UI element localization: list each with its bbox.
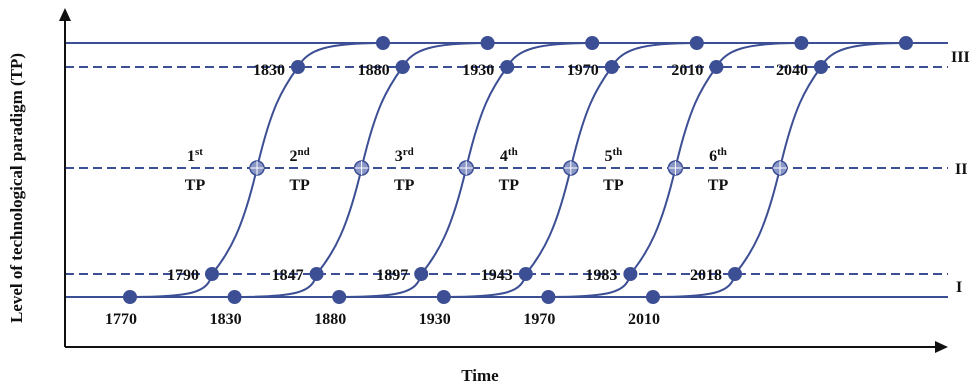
top-point-4 xyxy=(689,36,704,50)
high-year-label-1: 1830 xyxy=(253,62,285,79)
paradigm-ordinal-suffix-3: rd xyxy=(403,146,414,158)
low-year-label-6: 2018 xyxy=(690,267,722,284)
x-axis-title: Time xyxy=(461,366,499,385)
low-year-label-5: 1983 xyxy=(585,267,617,284)
low-point-2 xyxy=(309,267,324,281)
level-label-ii: II xyxy=(955,161,967,178)
paradigm-tp-label-3: TP xyxy=(394,177,415,194)
low-year-label-3: 1897 xyxy=(376,267,408,284)
midpoint-marker-6 xyxy=(772,160,788,176)
paradigm-tp-label-4: TP xyxy=(499,177,520,194)
midpoint-marker-5 xyxy=(667,160,684,176)
start-point-3 xyxy=(332,290,347,304)
start-point-2 xyxy=(227,290,242,304)
start-point-4 xyxy=(436,290,451,304)
low-point-3 xyxy=(414,267,429,281)
high-year-label-4: 1970 xyxy=(567,62,599,79)
low-year-label-2: 1847 xyxy=(272,267,304,284)
start-year-label-1: 1770 xyxy=(105,311,137,328)
paradigm-ordinal-suffix-4: th xyxy=(508,146,518,158)
high-year-label-6: 2040 xyxy=(776,62,808,79)
start-year-label-5: 1970 xyxy=(523,311,555,328)
paradigm-ordinal-2: 2nd xyxy=(289,146,309,165)
y-axis-arrowhead xyxy=(59,8,71,21)
midpoint-marker-1 xyxy=(249,160,265,176)
high-point-5 xyxy=(709,60,724,74)
axes xyxy=(59,8,948,353)
level-label-i: I xyxy=(956,279,962,296)
paradigm-ordinal-6: 6th xyxy=(709,146,727,165)
x-axis-arrowhead xyxy=(935,341,948,353)
top-point-6 xyxy=(899,36,913,50)
paradigm-ordinal-suffix-1: st xyxy=(195,146,203,158)
y-axis-title: Level of technological paradigm (TP) xyxy=(7,53,26,323)
paradigm-ordinal-4: 4th xyxy=(500,146,518,165)
high-point-3 xyxy=(500,60,515,74)
paradigm-ordinal-suffix-2: nd xyxy=(297,146,309,158)
low-point-6 xyxy=(728,267,742,281)
top-point-2 xyxy=(480,36,495,50)
level-lines xyxy=(65,42,948,298)
start-year-label-3: 1880 xyxy=(314,311,346,328)
midpoint-marker-3 xyxy=(458,160,474,176)
start-year-label-4: 1930 xyxy=(419,311,451,328)
start-year-label-2: 1830 xyxy=(210,311,242,328)
paradigm-tp-label-6: TP xyxy=(708,177,729,194)
high-year-label-3: 1930 xyxy=(462,62,494,79)
midpoint-marker-2 xyxy=(353,160,370,176)
start-point-5 xyxy=(541,290,556,304)
top-point-5 xyxy=(794,36,809,50)
high-point-4 xyxy=(604,60,619,74)
high-year-label-2: 1880 xyxy=(358,62,390,79)
paradigm-ordinal-1: 1st xyxy=(187,146,203,165)
low-point-4 xyxy=(518,267,533,281)
paradigm-tp-label-5: TP xyxy=(603,177,624,194)
high-point-2 xyxy=(395,60,410,74)
high-year-label-5: 2010 xyxy=(671,62,703,79)
low-year-label-4: 1943 xyxy=(481,267,513,284)
paradigm-tp-label-2: TP xyxy=(289,177,310,194)
midpoint-marker-4 xyxy=(563,160,579,176)
low-point-1 xyxy=(205,267,219,281)
level-label-iii: III xyxy=(951,49,970,66)
low-point-5 xyxy=(623,267,638,281)
high-point-6 xyxy=(814,60,828,74)
paradigm-ordinal-5: 5th xyxy=(605,146,623,165)
high-point-1 xyxy=(291,60,305,74)
start-point-1 xyxy=(123,290,137,304)
paradigm-tp-label-1: TP xyxy=(185,177,206,194)
start-point-6 xyxy=(646,290,660,304)
start-year-label-6: 2010 xyxy=(628,311,660,328)
paradigm-ordinal-suffix-6: th xyxy=(717,146,727,158)
paradigm-ordinal-3: 3rd xyxy=(395,146,414,165)
low-year-label-1: 1790 xyxy=(167,267,199,284)
top-point-3 xyxy=(585,36,600,50)
paradigm-ordinal-suffix-5: th xyxy=(613,146,623,158)
top-point-1 xyxy=(376,36,390,50)
paradigm-curves: 1770 1790 1830 1st TP 1830 1847 1880 2nd TP 1880 18… xyxy=(105,36,913,328)
